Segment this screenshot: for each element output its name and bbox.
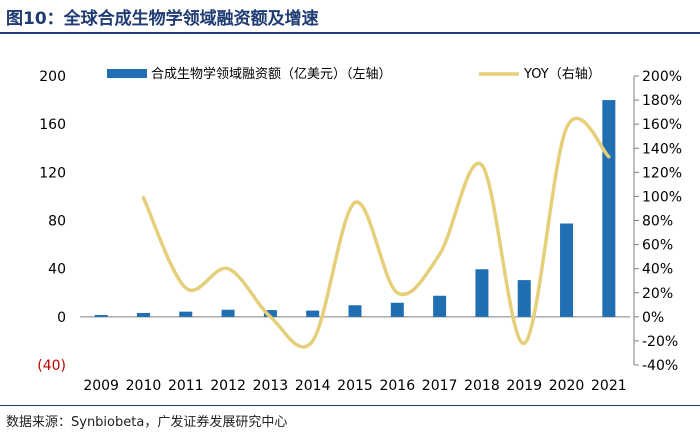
legend-bar-swatch <box>107 69 147 78</box>
bar-2017 <box>433 295 447 317</box>
bar-2018 <box>475 269 489 317</box>
title-divider <box>0 32 700 34</box>
right-tick-label: -40% <box>642 358 678 374</box>
right-tick-label: 200% <box>642 69 682 85</box>
bar-2019 <box>517 280 531 317</box>
right-tick-label: 100% <box>642 189 682 205</box>
left-tick-label: (40) <box>37 358 66 374</box>
bar-2021 <box>602 100 616 317</box>
x-tick-label: 2020 <box>549 378 585 394</box>
source-divider <box>0 405 700 406</box>
right-tick-label: 0% <box>642 310 664 326</box>
x-tick-label: 2018 <box>464 378 500 394</box>
legend-bar-label: 合成生物学领域融资额（亿美元）（左轴） <box>151 66 392 82</box>
left-axis: (40) 0 40 80 120 160 200 <box>37 69 66 374</box>
legend-line-label: YOY（右轴） <box>523 67 601 82</box>
x-tick-label: 2012 <box>210 378 246 394</box>
right-tick-label: 120% <box>642 165 682 181</box>
x-tick-label: 2016 <box>379 378 415 394</box>
x-axis: 2009 2010 2011 2012 2013 2014 2015 2016 2017 2018… <box>83 378 626 394</box>
left-tick-label: 80 <box>48 214 66 230</box>
left-tick-label: 120 <box>39 165 66 181</box>
x-tick-label: 2011 <box>168 378 204 394</box>
legend: 合成生物学领域融资额（亿美元）（左轴） YOY（右轴） <box>107 66 601 82</box>
bar-2012 <box>221 309 235 317</box>
x-tick-label: 2017 <box>422 378 458 394</box>
right-tick-label: -20% <box>642 334 678 350</box>
x-tick-label: 2010 <box>126 378 162 394</box>
x-tick-label: 2009 <box>83 378 119 394</box>
left-tick-label: 200 <box>39 69 66 85</box>
yoy-line <box>141 116 611 349</box>
figure-title: 图10：全球合成生物学领域融资额及增速 <box>6 9 319 29</box>
left-tick-label: 40 <box>48 262 66 278</box>
bar-2011 <box>179 311 193 317</box>
bar-series <box>94 100 616 317</box>
right-tick-label: 60% <box>642 238 673 254</box>
x-tick-label: 2021 <box>591 378 627 394</box>
left-tick-label: 160 <box>39 117 66 133</box>
bar-2020 <box>560 223 574 317</box>
x-tick-label: 2014 <box>295 378 331 394</box>
bar-2014 <box>306 310 320 317</box>
bar-2010 <box>136 312 150 317</box>
bar-2013 <box>263 310 277 317</box>
source-note: 数据来源：Synbiobeta，广发证券发展研究中心 <box>6 415 288 430</box>
right-tick-label: 20% <box>642 286 673 302</box>
x-tick-label: 2019 <box>506 378 542 394</box>
left-tick-label: 0 <box>57 310 66 326</box>
bar-2009 <box>94 315 108 317</box>
x-tick-label: 2013 <box>253 378 289 394</box>
right-tick-label: 140% <box>642 141 682 157</box>
right-tick-label: 180% <box>642 93 682 109</box>
bar-2015 <box>348 305 362 317</box>
right-tick-label: 160% <box>642 117 682 133</box>
bar-2016 <box>390 302 404 317</box>
right-tick-label: 80% <box>642 214 673 230</box>
right-axis: -40% -20% 0% 20% 40% 60% 80% 100% 120% 140% 160% 18… <box>633 69 682 374</box>
x-tick-label: 2015 <box>337 378 373 394</box>
right-tick-label: 40% <box>642 262 673 278</box>
